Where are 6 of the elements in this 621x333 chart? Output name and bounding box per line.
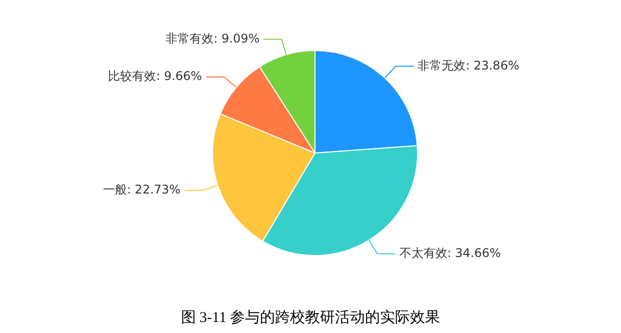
slice-label: 非常有效: 9.09% [166,31,260,46]
slice-label: 不太有效: 34.66% [399,246,501,260]
slice-label: 非常无效: 23.86% [418,58,520,72]
slice-label: 比较有效: 9.66% [108,69,202,84]
slice-label: 一般: 22.73% [102,182,181,197]
text: 图 3-11 参与的跨校教研活动的实际效果 [180,308,442,327]
